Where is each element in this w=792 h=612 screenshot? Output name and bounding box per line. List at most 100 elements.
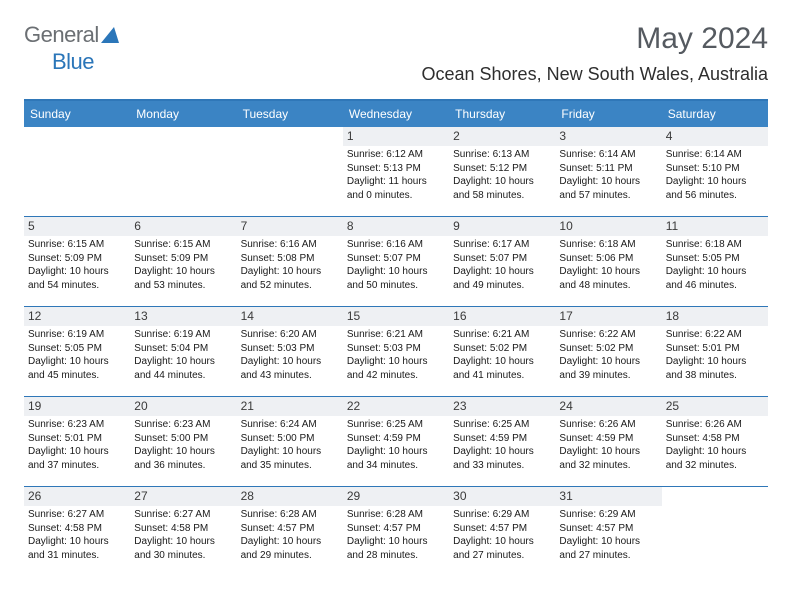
day-number: 25 [662,397,768,416]
daylight-text: Daylight: 10 hours [241,356,339,369]
daylight-text: and 38 minutes. [666,370,764,383]
day-number: 20 [130,397,236,416]
daylight-text: and 53 minutes. [134,280,232,293]
calendar-cell: 30Sunrise: 6:29 AMSunset: 4:57 PMDayligh… [449,487,555,577]
day-number: 3 [555,127,661,146]
calendar-cell: 2Sunrise: 6:13 AMSunset: 5:12 PMDaylight… [449,127,555,216]
daylight-text: and 41 minutes. [453,370,551,383]
day-number: 8 [343,217,449,236]
sunset-text: Sunset: 4:59 PM [347,433,445,446]
sunrise-text: Sunrise: 6:16 AM [241,239,339,252]
sunset-text: Sunset: 5:01 PM [666,343,764,356]
sunset-text: Sunset: 5:05 PM [666,253,764,266]
calendar-cell: 14Sunrise: 6:20 AMSunset: 5:03 PMDayligh… [237,307,343,396]
calendar-cell: 15Sunrise: 6:21 AMSunset: 5:03 PMDayligh… [343,307,449,396]
day-header: Friday [555,101,661,127]
day-number: 31 [555,487,661,506]
sunset-text: Sunset: 4:58 PM [134,523,232,536]
sunrise-text: Sunrise: 6:29 AM [453,509,551,522]
daylight-text: Daylight: 10 hours [453,536,551,549]
sunset-text: Sunset: 5:13 PM [347,163,445,176]
sunset-text: Sunset: 5:03 PM [347,343,445,356]
calendar-cell: 10Sunrise: 6:18 AMSunset: 5:06 PMDayligh… [555,217,661,306]
day-header: Monday [130,101,236,127]
daylight-text: and 43 minutes. [241,370,339,383]
sunrise-text: Sunrise: 6:15 AM [28,239,126,252]
sunrise-text: Sunrise: 6:25 AM [453,419,551,432]
sunrise-text: Sunrise: 6:28 AM [347,509,445,522]
calendar-cell: 5Sunrise: 6:15 AMSunset: 5:09 PMDaylight… [24,217,130,306]
sunrise-text: Sunrise: 6:20 AM [241,329,339,342]
sunrise-text: Sunrise: 6:14 AM [559,149,657,162]
daylight-text: and 32 minutes. [666,460,764,473]
calendar-cell: 23Sunrise: 6:25 AMSunset: 4:59 PMDayligh… [449,397,555,486]
daylight-text: Daylight: 10 hours [453,176,551,189]
daylight-text: and 27 minutes. [559,550,657,563]
day-number: 2 [449,127,555,146]
daylight-text: Daylight: 10 hours [559,446,657,459]
day-number: 28 [237,487,343,506]
sunrise-text: Sunrise: 6:23 AM [134,419,232,432]
calendar-week: 5Sunrise: 6:15 AMSunset: 5:09 PMDaylight… [24,217,768,307]
sunrise-text: Sunrise: 6:21 AM [453,329,551,342]
sunset-text: Sunset: 5:02 PM [559,343,657,356]
daylight-text: and 44 minutes. [134,370,232,383]
calendar-cell: 7Sunrise: 6:16 AMSunset: 5:08 PMDaylight… [237,217,343,306]
daylight-text: Daylight: 10 hours [241,446,339,459]
day-header: Sunday [24,101,130,127]
calendar-cell: 16Sunrise: 6:21 AMSunset: 5:02 PMDayligh… [449,307,555,396]
logo-text-1: General [24,22,99,47]
calendar-cell: 6Sunrise: 6:15 AMSunset: 5:09 PMDaylight… [130,217,236,306]
daylight-text: Daylight: 10 hours [28,446,126,459]
page-header: General Blue May 2024 Ocean Shores, New … [0,0,792,95]
daylight-text: Daylight: 10 hours [666,446,764,459]
day-number: 29 [343,487,449,506]
sunset-text: Sunset: 4:59 PM [559,433,657,446]
day-number: 4 [662,127,768,146]
calendar-cell [24,127,130,216]
sunrise-text: Sunrise: 6:19 AM [134,329,232,342]
day-number: 12 [24,307,130,326]
sunset-text: Sunset: 5:10 PM [666,163,764,176]
daylight-text: Daylight: 10 hours [28,356,126,369]
daylight-text: and 34 minutes. [347,460,445,473]
calendar-week: 26Sunrise: 6:27 AMSunset: 4:58 PMDayligh… [24,487,768,577]
sunrise-text: Sunrise: 6:27 AM [134,509,232,522]
day-number: 7 [237,217,343,236]
daylight-text: and 39 minutes. [559,370,657,383]
daylight-text: and 48 minutes. [559,280,657,293]
sunrise-text: Sunrise: 6:26 AM [666,419,764,432]
calendar-cell: 22Sunrise: 6:25 AMSunset: 4:59 PMDayligh… [343,397,449,486]
calendar-cell: 8Sunrise: 6:16 AMSunset: 5:07 PMDaylight… [343,217,449,306]
calendar-cell: 18Sunrise: 6:22 AMSunset: 5:01 PMDayligh… [662,307,768,396]
sunrise-text: Sunrise: 6:16 AM [347,239,445,252]
daylight-text: and 29 minutes. [241,550,339,563]
sunset-text: Sunset: 4:59 PM [453,433,551,446]
sunrise-text: Sunrise: 6:17 AM [453,239,551,252]
day-number: 27 [130,487,236,506]
daylight-text: Daylight: 10 hours [559,176,657,189]
sunrise-text: Sunrise: 6:26 AM [559,419,657,432]
daylight-text: and 35 minutes. [241,460,339,473]
daylight-text: and 31 minutes. [28,550,126,563]
calendar-cell [662,487,768,577]
calendar-cell: 24Sunrise: 6:26 AMSunset: 4:59 PMDayligh… [555,397,661,486]
sunset-text: Sunset: 5:08 PM [241,253,339,266]
sunrise-text: Sunrise: 6:15 AM [134,239,232,252]
day-number: 30 [449,487,555,506]
sunrise-text: Sunrise: 6:21 AM [347,329,445,342]
daylight-text: and 54 minutes. [28,280,126,293]
sunset-text: Sunset: 5:09 PM [134,253,232,266]
sunrise-text: Sunrise: 6:18 AM [559,239,657,252]
sunset-text: Sunset: 4:57 PM [347,523,445,536]
daylight-text: and 45 minutes. [28,370,126,383]
calendar-cell: 20Sunrise: 6:23 AMSunset: 5:00 PMDayligh… [130,397,236,486]
day-number: 23 [449,397,555,416]
daylight-text: and 0 minutes. [347,190,445,203]
daylight-text: and 33 minutes. [453,460,551,473]
day-header: Wednesday [343,101,449,127]
daylight-text: Daylight: 10 hours [666,266,764,279]
sunrise-text: Sunrise: 6:27 AM [28,509,126,522]
daylight-text: and 58 minutes. [453,190,551,203]
daylight-text: Daylight: 10 hours [28,536,126,549]
